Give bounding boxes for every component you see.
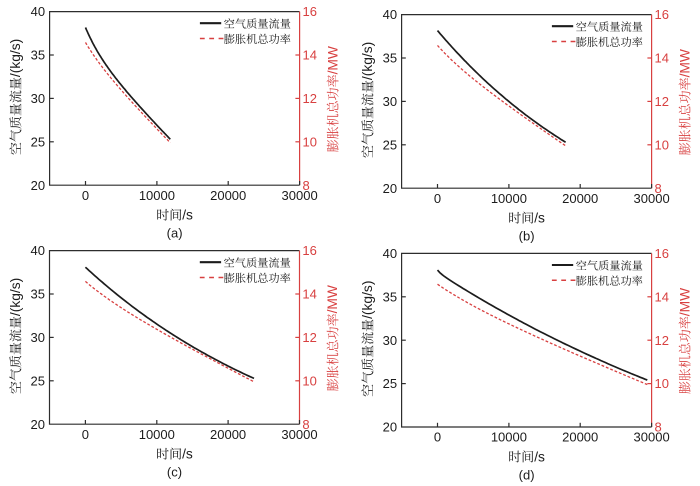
svg-text:(a): (a) — [167, 226, 183, 241]
svg-text:(c): (c) — [167, 465, 182, 480]
svg-text:(d): (d) — [519, 467, 535, 482]
svg-text:(b): (b) — [519, 229, 535, 244]
